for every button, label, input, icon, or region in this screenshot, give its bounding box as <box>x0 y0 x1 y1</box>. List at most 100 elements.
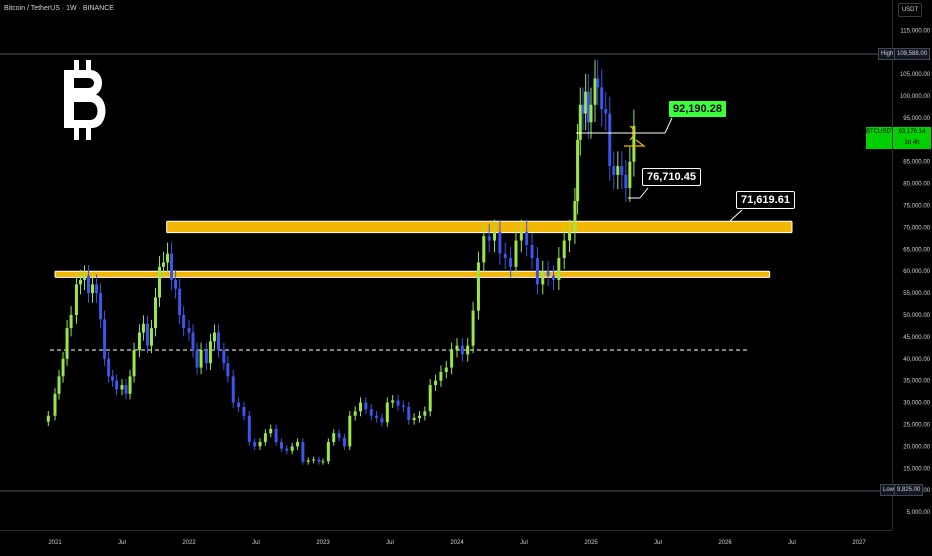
x-tick-label: 2022 <box>182 540 196 546</box>
candle <box>608 96 612 181</box>
candle <box>364 397 368 415</box>
candle <box>493 219 497 253</box>
candle <box>466 338 470 362</box>
candle <box>216 324 220 358</box>
current-price-tag: 93,176.14 3d 4h <box>893 127 931 149</box>
current-countdown: 3d 4h <box>904 140 920 146</box>
candle <box>593 60 597 122</box>
target-leader <box>664 117 673 134</box>
candle <box>107 351 111 383</box>
candle <box>290 442 294 455</box>
candle <box>417 411 421 423</box>
candle <box>253 438 257 450</box>
low-value: 9,825.00 <box>894 484 924 496</box>
candle <box>187 319 191 341</box>
candle <box>166 242 170 274</box>
candle <box>353 406 357 421</box>
candle <box>65 319 69 366</box>
callout-target-price: 92,190.28 <box>668 100 727 118</box>
y-tick-label: 55,000.00 <box>903 291 930 297</box>
candle <box>279 438 283 453</box>
candle <box>519 219 523 253</box>
candle <box>541 260 545 295</box>
candle <box>342 433 346 450</box>
candle <box>476 251 480 320</box>
candle <box>326 438 330 465</box>
price-scale[interactable]: 115,000.00110,000.00105,000.00100,000.00… <box>892 0 932 530</box>
time-scale[interactable]: 2021 Jul 2022 Jul 2023 Jul 2024 Jul 2025 Jul 2026 J… <box>0 530 892 551</box>
candle <box>204 342 208 371</box>
candle <box>306 457 310 465</box>
candle <box>301 438 305 465</box>
current-symbol-tag: BTCUSDT <box>866 127 894 149</box>
candle <box>103 310 107 366</box>
candle <box>380 413 384 427</box>
callout-zone-level: 71,619.61 <box>736 191 795 209</box>
x-tick-label: Jul <box>520 540 528 546</box>
projection-arrow-icon <box>624 125 646 147</box>
x-tick-label: Jul <box>252 540 260 546</box>
candle <box>137 324 141 358</box>
x-tick-label: Jul <box>386 540 394 546</box>
currency-button[interactable]: USDT <box>898 3 922 17</box>
candle <box>258 438 262 450</box>
candle <box>487 224 491 253</box>
x-tick-label: 2024 <box>450 540 464 546</box>
y-tick-label: 115,000.00 <box>900 28 930 34</box>
candle <box>514 228 518 278</box>
y-tick-label: 75,000.00 <box>903 204 930 210</box>
candle <box>439 365 443 387</box>
candle <box>423 406 427 421</box>
x-tick-label: Jul <box>788 540 796 546</box>
candle <box>247 411 251 446</box>
candle <box>145 315 149 354</box>
x-tick-label: Jul <box>118 540 126 546</box>
candle <box>632 109 636 177</box>
candle <box>455 338 459 358</box>
candle <box>530 233 534 270</box>
candle <box>312 456 316 464</box>
x-tick-label: 2027 <box>852 540 866 546</box>
y-tick-label: 35,000.00 <box>903 379 930 385</box>
candle <box>317 456 321 465</box>
candle <box>158 256 162 307</box>
candle <box>391 395 395 408</box>
y-tick-label: 85,000.00 <box>903 160 930 166</box>
candle <box>182 306 186 337</box>
candle <box>128 370 132 400</box>
y-tick-label: 30,000.00 <box>903 401 930 407</box>
y-tick-label: 105,000.00 <box>900 72 931 78</box>
candle <box>584 73 588 131</box>
zone-leader <box>729 209 743 222</box>
candle <box>546 260 550 286</box>
candle <box>87 265 90 303</box>
candle <box>369 404 373 421</box>
swing-low-leader <box>639 187 649 199</box>
candle <box>589 87 593 139</box>
y-tick-label: 25,000.00 <box>903 423 930 429</box>
candle <box>337 429 341 442</box>
candle <box>444 360 448 379</box>
candle <box>401 400 405 413</box>
candle <box>274 424 278 446</box>
candle <box>348 411 352 450</box>
candle <box>612 151 616 190</box>
y-tick-label: 15,000.00 <box>903 466 930 472</box>
candle <box>149 319 153 354</box>
candle <box>174 269 178 299</box>
y-tick-label: 95,000.00 <box>903 116 930 122</box>
candle <box>407 401 411 425</box>
resistance-zone-1 <box>54 270 771 278</box>
candle <box>296 438 300 450</box>
candle <box>208 333 212 371</box>
y-tick-label: 5,000.00 <box>907 510 931 516</box>
resistance-zone-0 <box>166 220 793 234</box>
candle <box>269 424 273 438</box>
candle <box>242 401 246 421</box>
candle <box>498 219 502 265</box>
candle <box>503 242 507 270</box>
candle <box>525 219 529 257</box>
candle <box>385 397 389 427</box>
